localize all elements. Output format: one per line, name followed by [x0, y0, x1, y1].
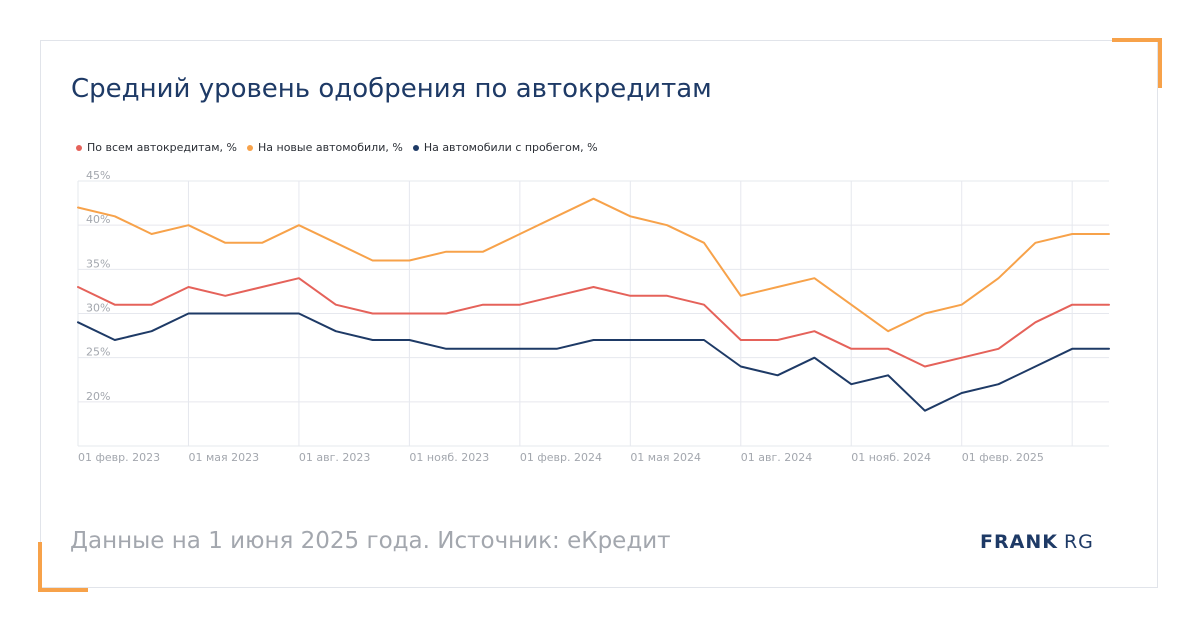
legend-dot-new — [247, 144, 253, 151]
legend-dot-all — [76, 144, 82, 151]
corner-accent-top-right — [1112, 38, 1162, 88]
source-note: Данные на 1 июня 2025 года. Источник: еК… — [70, 528, 671, 554]
chart-card — [40, 40, 1158, 588]
x-tick-label: 01 нояб. 2023 — [409, 451, 489, 464]
legend-label-new: На новые автомобили, % — [258, 141, 403, 154]
x-tick-label: 01 февр. 2023 — [78, 451, 160, 464]
series-line-all — [77, 277, 1110, 368]
legend-label-used: На автомобили с пробегом, % — [423, 141, 598, 154]
brand-logo: FRANK RG — [980, 531, 1094, 553]
x-tick-label: 01 авг. 2024 — [741, 451, 812, 464]
chart-title: Средний уровень одобрения по автокредита… — [71, 74, 712, 104]
x-tick-label: 01 мая 2023 — [188, 451, 259, 464]
x-tick-label: 01 февр. 2024 — [520, 451, 602, 464]
y-tick-label: 20% — [86, 390, 110, 403]
corner-accent-bottom-left — [38, 542, 88, 592]
chart-legend: По всем автокредитам, % На новые автомоб… — [76, 141, 598, 154]
x-tick-label: 01 нояб. 2024 — [851, 451, 931, 464]
y-tick-label: 45% — [86, 169, 110, 182]
legend-item-new[interactable]: На новые автомобили, % — [247, 141, 403, 154]
series-line-used — [77, 312, 1110, 412]
legend-dot-used — [412, 144, 419, 151]
logo-word-frank: FRANK — [980, 531, 1058, 553]
x-tick-label: 01 мая 2024 — [630, 451, 701, 464]
x-tick-label: 01 авг. 2023 — [299, 451, 370, 464]
legend-item-used[interactable]: На автомобили с пробегом, % — [412, 141, 598, 154]
legend-label-all: По всем автокредитам, % — [87, 141, 237, 154]
legend-item-all[interactable]: По всем автокредитам, % — [76, 141, 237, 154]
y-tick-label: 40% — [86, 213, 110, 226]
series-line-new — [77, 197, 1110, 333]
y-tick-label: 35% — [86, 257, 110, 270]
y-tick-label: 30% — [86, 302, 110, 315]
x-tick-label: 01 февр. 2025 — [962, 451, 1044, 464]
y-tick-label: 25% — [86, 346, 110, 359]
logo-word-rg: RG — [1063, 531, 1094, 553]
